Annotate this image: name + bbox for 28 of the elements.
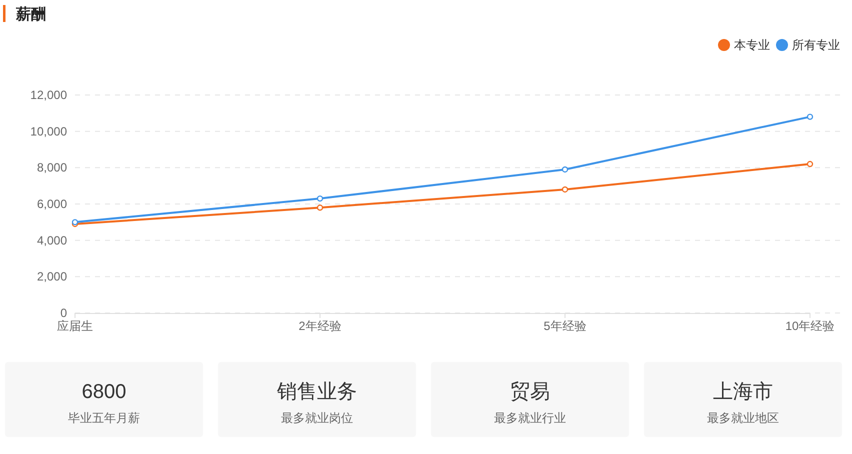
y-tick-label: 12,000 <box>30 88 68 102</box>
point <box>806 160 814 168</box>
y-tick-label: 6,000 <box>36 197 68 211</box>
y-tick-label: 2,000 <box>36 270 68 284</box>
x-tick-label: 5年经验 <box>544 319 586 333</box>
point <box>316 195 324 202</box>
x-tick-label: 10年经验 <box>785 319 835 333</box>
point <box>562 166 568 173</box>
y-tick-label: 10,000 <box>30 124 68 138</box>
legend-label: 所有专业 <box>792 38 840 52</box>
text: 最多就业行业 <box>494 411 566 425</box>
point <box>316 204 324 211</box>
chart-title: 薪酬 <box>15 6 46 23</box>
y-tick-label: 8,000 <box>36 160 68 175</box>
x-tick-label: 2年经验 <box>298 319 342 333</box>
text: 最多就业岗位 <box>281 411 353 425</box>
legend-label: 本专业 <box>734 38 770 52</box>
text: 6800 <box>82 381 126 403</box>
text: 上海市 <box>713 381 773 403</box>
text: 贸易 <box>510 381 550 403</box>
y-tick-label: 0 <box>60 306 68 320</box>
x-tick-label: 应届生 <box>57 319 93 333</box>
text: 销售业务 <box>276 381 357 403</box>
point <box>806 114 814 120</box>
point <box>562 186 568 193</box>
text: 最多就业地区 <box>707 411 779 425</box>
text: 毕业五年月薪 <box>68 411 140 425</box>
y-tick-label: 4,000 <box>36 233 68 248</box>
